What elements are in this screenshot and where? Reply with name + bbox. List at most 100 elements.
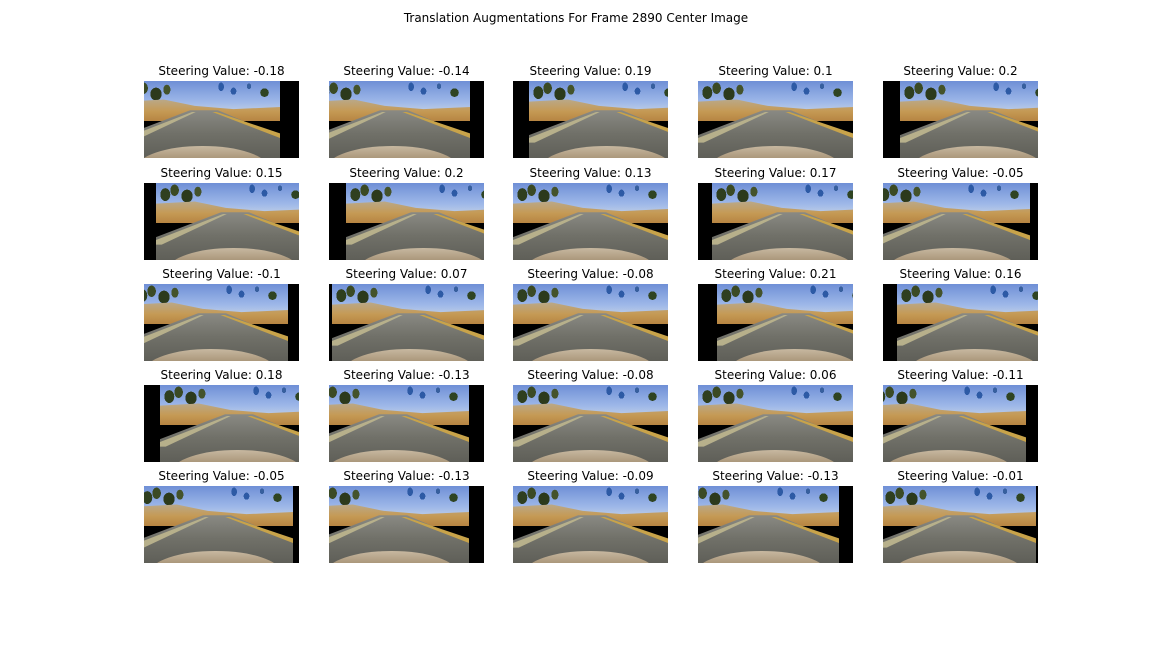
subplot-title: Steering Value: -0.13 (343, 469, 470, 483)
translated-frame (883, 183, 1030, 260)
hood-layer (710, 450, 841, 462)
road-image (513, 183, 668, 260)
translated-frame (883, 385, 1026, 462)
hood-layer (729, 349, 853, 361)
subplot-title: Steering Value: 0.15 (160, 166, 283, 180)
translated-frame (329, 385, 469, 462)
subplot-title: Steering Value: -0.09 (527, 469, 654, 483)
road-image (698, 81, 853, 158)
hood-layer (887, 248, 1018, 260)
road-image (144, 486, 299, 563)
subplot-title: Steering Value: 0.17 (714, 166, 837, 180)
road-image (698, 183, 853, 260)
road-image (513, 486, 668, 563)
hood-layer (525, 248, 656, 260)
translated-frame (160, 385, 299, 462)
hood-layer (909, 349, 1038, 361)
translated-frame (332, 284, 484, 361)
road-image (329, 385, 484, 462)
subplot-title: Steering Value: 0.21 (714, 267, 837, 281)
translated-frame (698, 486, 839, 563)
road-image (329, 284, 484, 361)
translated-frame (529, 81, 668, 158)
subplot-title: Steering Value: 0.1 (718, 64, 833, 78)
road-image (513, 284, 668, 361)
hood-layer (168, 248, 299, 260)
subplot-title: Steering Value: 0.07 (345, 267, 468, 281)
subplot-title: Steering Value: -0.1 (162, 267, 281, 281)
hood-layer (698, 551, 827, 563)
road-image (698, 284, 853, 361)
road-image (883, 385, 1038, 462)
translated-frame (329, 81, 470, 158)
translated-frame (698, 385, 853, 462)
road-image (144, 385, 299, 462)
road-image (144, 81, 299, 158)
subplot-title: Steering Value: -0.13 (343, 368, 470, 382)
subplot-title: Steering Value: 0.2 (349, 166, 464, 180)
hood-layer (541, 146, 668, 158)
subplot-title: Steering Value: -0.18 (158, 64, 285, 78)
subplot-title: Steering Value: 0.19 (529, 64, 652, 78)
road-image (144, 183, 299, 260)
translated-frame (329, 486, 469, 563)
hood-layer (145, 349, 276, 361)
road-image (883, 183, 1038, 260)
road-image (329, 486, 484, 563)
hood-layer (710, 146, 841, 158)
subplot-title: Steering Value: -0.05 (158, 469, 285, 483)
subplot-title: Steering Value: 0.13 (529, 166, 652, 180)
subplot-title: Steering Value: 0.16 (899, 267, 1022, 281)
road-image (698, 385, 853, 462)
hood-layer (344, 349, 475, 361)
road-image (144, 284, 299, 361)
road-image (698, 486, 853, 563)
figure-title: Translation Augmentations For Frame 2890… (403, 11, 749, 25)
hood-layer (883, 450, 1014, 462)
translated-frame (156, 183, 299, 260)
hood-layer (525, 349, 656, 361)
subplot-title: Steering Value: -0.14 (343, 64, 470, 78)
subplot-title: Steering Value: 0.18 (160, 368, 283, 382)
hood-layer (893, 551, 1024, 563)
road-image (883, 486, 1038, 563)
translated-frame (346, 183, 484, 260)
hood-layer (525, 551, 656, 563)
translated-frame (513, 183, 668, 260)
road-image (329, 183, 484, 260)
hood-layer (329, 146, 458, 158)
road-image (513, 385, 668, 462)
road-image (883, 284, 1038, 361)
road-image (513, 81, 668, 158)
translated-frame (698, 81, 853, 158)
subplot-title: Steering Value: 0.06 (714, 368, 837, 382)
translated-frame (897, 284, 1038, 361)
subplot-title: Steering Value: -0.01 (897, 469, 1024, 483)
hood-layer (150, 551, 281, 563)
hood-layer (912, 146, 1038, 158)
translated-frame (144, 81, 280, 158)
translated-frame (513, 486, 668, 563)
translated-frame (883, 486, 1036, 563)
translated-frame (712, 183, 853, 260)
subplot-title: Steering Value: 0.2 (903, 64, 1018, 78)
subplot-title: Steering Value: -0.13 (712, 469, 839, 483)
translated-frame (513, 385, 668, 462)
translated-frame (513, 284, 668, 361)
hood-layer (358, 248, 484, 260)
translated-frame (144, 284, 288, 361)
road-image (883, 81, 1038, 158)
road-image (329, 81, 484, 158)
subplot-title: Steering Value: -0.05 (897, 166, 1024, 180)
subplot-title: Steering Value: -0.11 (897, 368, 1024, 382)
hood-layer (172, 450, 299, 462)
translated-frame (144, 486, 293, 563)
translated-frame (900, 81, 1038, 158)
hood-layer (329, 551, 457, 563)
hood-layer (525, 450, 656, 462)
subplot-title: Steering Value: -0.08 (527, 368, 654, 382)
subplot-title: Steering Value: -0.08 (527, 267, 654, 281)
hood-layer (724, 248, 853, 260)
translated-frame (717, 284, 853, 361)
hood-layer (329, 450, 457, 462)
